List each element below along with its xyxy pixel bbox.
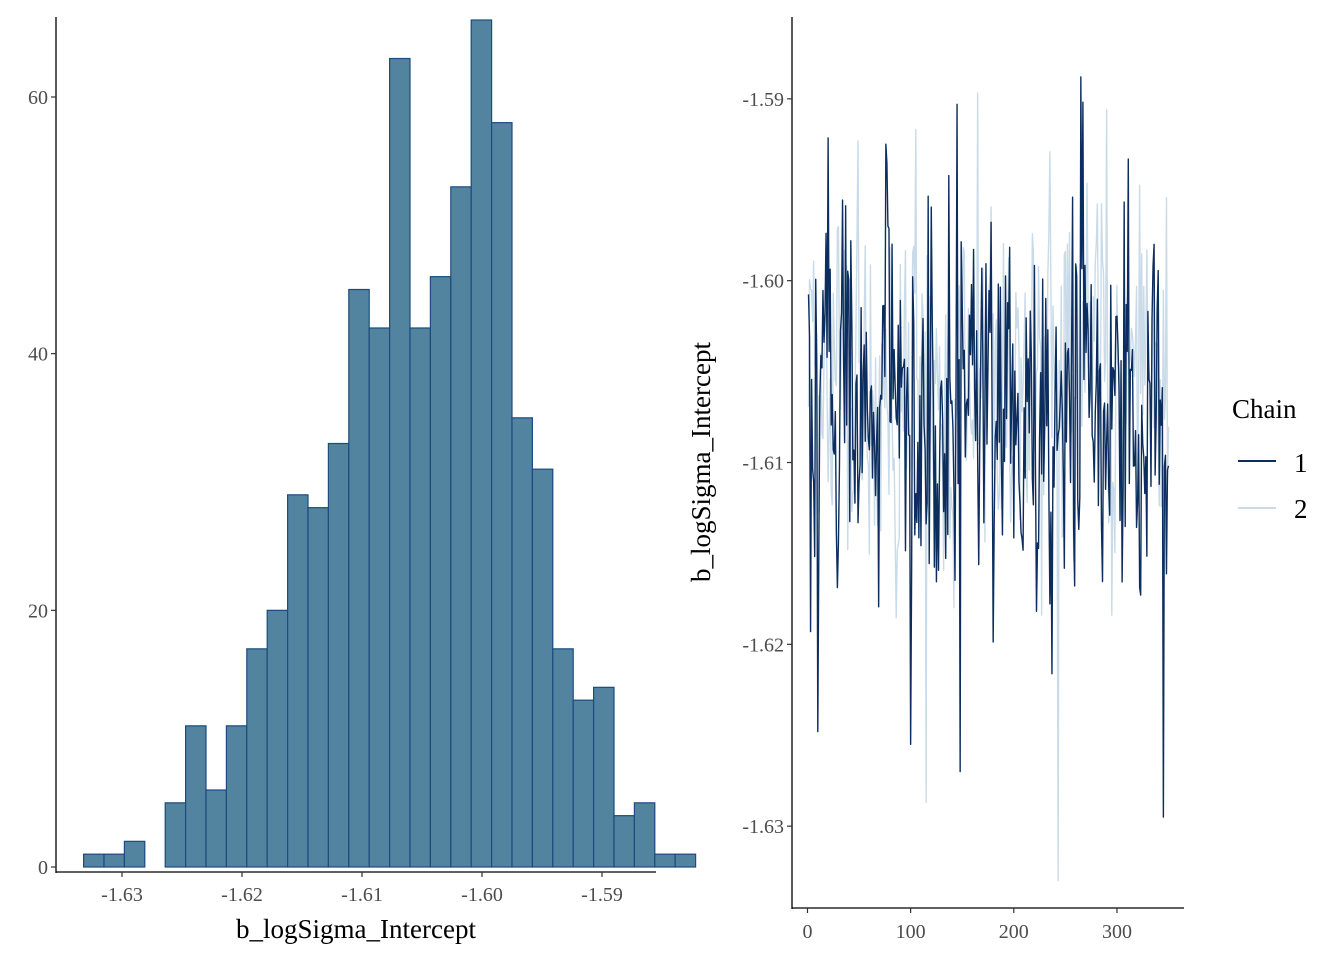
histogram-x-tick-label--1.63: -1.63 — [101, 884, 143, 906]
histogram-bar-8 — [225, 725, 248, 868]
legend-title: Chain — [1232, 394, 1297, 424]
histogram-panel: 0 20 40 60 -1.63 -1.62 -1.61 -1.60 -1.59 b_logS… — [28, 17, 697, 944]
histogram-bar-15 — [368, 327, 391, 868]
histogram-bar-19 — [450, 186, 472, 868]
trace-y-ticks: -1.59 -1.60 -1.61 -1.62 -1.63 — [742, 89, 792, 838]
histogram-x-ticks: -1.63 -1.62 -1.61 -1.60 -1.59 — [101, 872, 623, 906]
histogram-bar-3 — [123, 840, 146, 868]
trace-y-tick-label--1.61: -1.61 — [742, 453, 784, 475]
legend-item-chain-1: 1 — [1238, 448, 1308, 478]
histogram-bar-11 — [287, 494, 309, 868]
histogram-bar-30 — [674, 853, 697, 868]
trace-y-tick-label--1.62: -1.62 — [742, 634, 784, 656]
chain-legend: Chain 1 2 — [1232, 394, 1308, 524]
histogram-y-tick-label-20: 20 — [28, 600, 48, 622]
histogram-x-tick-label--1.62: -1.62 — [221, 884, 263, 906]
trace-line-chain-1 — [807, 76, 1170, 818]
histogram-bar-29 — [654, 853, 676, 868]
trace-x-tick-label-300: 300 — [1102, 921, 1132, 943]
histogram-bar-12 — [307, 507, 329, 868]
trace-x-ticks: 0 100 200 300 — [802, 908, 1132, 943]
histogram-bar-6 — [185, 725, 207, 868]
histogram-x-tick-label--1.60: -1.60 — [461, 884, 503, 906]
histogram-y-tick-label-60: 60 — [28, 87, 48, 109]
histogram-bars — [82, 19, 697, 868]
legend-label-chain-1: 1 — [1294, 448, 1308, 478]
legend-label-chain-2: 2 — [1294, 494, 1308, 524]
histogram-y-ticks: 0 20 40 60 — [28, 87, 56, 879]
histogram-bar-22 — [511, 417, 533, 868]
histogram-y-tick-label-40: 40 — [28, 344, 48, 366]
trace-y-tick-label--1.59: -1.59 — [742, 89, 784, 111]
trace-y-tick-label--1.60: -1.60 — [742, 271, 784, 293]
legend-item-chain-2: 2 — [1238, 494, 1308, 524]
trace-x-tick-label-0: 0 — [802, 921, 812, 943]
histogram-bar-28 — [633, 802, 656, 868]
histogram-bar-14 — [348, 288, 370, 868]
histogram-bar-25 — [572, 699, 595, 868]
histogram-bar-26 — [592, 686, 615, 868]
histogram-bar-21 — [491, 122, 513, 868]
histogram-bar-16 — [389, 57, 411, 868]
histogram-x-tick-label--1.61: -1.61 — [341, 884, 383, 906]
histogram-bar-27 — [613, 815, 635, 868]
histogram-bar-17 — [409, 327, 431, 868]
histogram-bar-1 — [82, 853, 105, 868]
histogram-bar-20 — [470, 19, 493, 868]
trace-x-tick-label-200: 200 — [999, 921, 1029, 943]
histogram-x-tick-label--1.59: -1.59 — [581, 884, 623, 906]
histogram-bar-9 — [246, 648, 268, 868]
histogram-bar-23 — [531, 468, 554, 868]
trace-y-axis-title: b_logSigma_Intercept — [686, 342, 716, 582]
histogram-y-tick-label-0: 0 — [38, 857, 48, 879]
histogram-bar-24 — [552, 648, 574, 868]
histogram-x-axis-title: b_logSigma_Intercept — [236, 914, 476, 944]
trace-x-tick-label-100: 100 — [896, 921, 926, 943]
histogram-bar-7 — [205, 789, 227, 868]
histogram-bar-18 — [429, 276, 452, 868]
histogram-bar-2 — [103, 853, 125, 868]
trace-panel: -1.59 -1.60 -1.61 -1.62 -1.63 0 100 200 300 b_l… — [686, 17, 1184, 943]
trace-line-chain-2 — [807, 92, 1170, 882]
trace-y-tick-label--1.63: -1.63 — [742, 816, 784, 838]
histogram-bar-10 — [266, 609, 289, 868]
histogram-bar-13 — [327, 442, 350, 868]
trace-lines — [807, 76, 1170, 882]
histogram-bar-5 — [164, 802, 187, 868]
